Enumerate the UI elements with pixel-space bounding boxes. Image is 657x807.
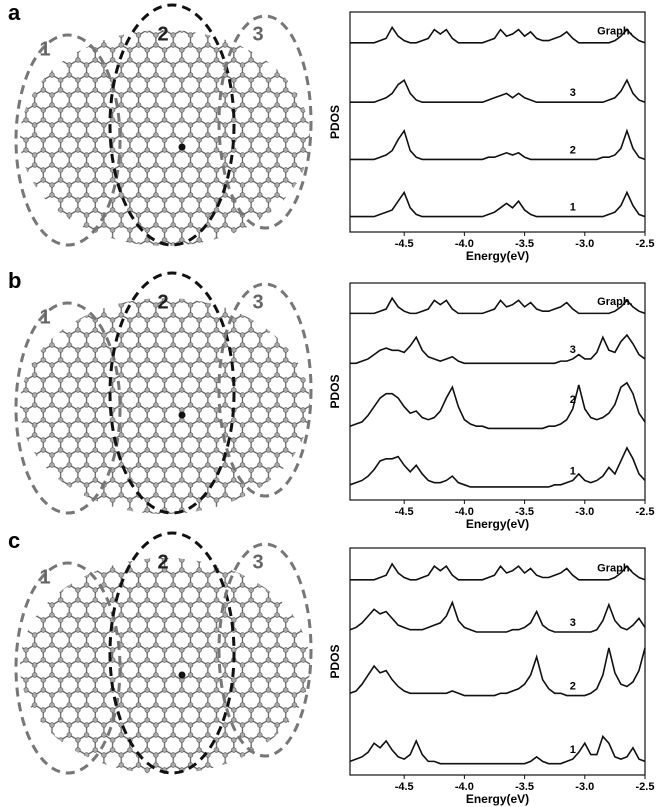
x-tick-label: -4.5	[395, 238, 414, 250]
region-label: 3	[252, 291, 263, 313]
series-label: 2	[570, 680, 576, 692]
dopant-atom	[179, 672, 186, 679]
x-tick-label: -2.5	[636, 781, 655, 793]
series-label: 1	[570, 744, 576, 756]
series-label: 3	[570, 617, 576, 629]
chart: -4.5 -4.0 -3.5 -3.0 -2.5 Energy(eV) PDOS Graph.…	[328, 283, 654, 531]
x-tick-label: -2.5	[636, 506, 655, 518]
x-tick-label: -4.0	[455, 238, 474, 250]
pdos-line	[350, 383, 645, 429]
dopant-atom	[179, 144, 186, 151]
panel-label: c	[8, 528, 20, 553]
region-label: 1	[39, 566, 50, 588]
series-label: 2	[570, 394, 576, 406]
pdos-line	[350, 736, 645, 763]
pdos-line	[350, 602, 645, 632]
pdos-line	[350, 448, 645, 487]
x-tick-label: -3.0	[575, 781, 594, 793]
lattice	[20, 558, 310, 774]
series-label: 1	[570, 465, 576, 477]
x-tick-label: -3.5	[515, 506, 534, 518]
pdos-line	[350, 648, 645, 696]
panel-label: b	[8, 268, 21, 293]
x-tick-label: -4.5	[395, 781, 414, 793]
y-axis-label: PDOS	[328, 374, 342, 408]
page: a123b123c123-4.5-4.0-3.5-3.0-2.5Energy(e…	[0, 0, 657, 807]
x-axis-label: Energy(eV)	[466, 792, 529, 806]
plot-frame	[350, 283, 645, 500]
chart: -4.5 -4.0 -3.5 -3.0 -2.5 Energy(eV) PDOS Graph.…	[328, 548, 654, 806]
series-label: Graph.	[597, 296, 632, 308]
series-label: Graph.	[597, 562, 632, 574]
plot-frame	[350, 12, 645, 232]
x-tick-label: -4.0	[455, 506, 474, 518]
x-tick-label: -3.5	[515, 238, 534, 250]
x-tick-label: -3.0	[575, 238, 594, 250]
y-axis-label: PDOS	[328, 644, 342, 678]
pdos-line	[350, 335, 645, 363]
x-tick-label: -3.0	[575, 506, 594, 518]
panel-label: a	[8, 0, 21, 25]
region-label: 1	[39, 306, 50, 328]
series-label: 1	[570, 202, 576, 214]
pdos-line	[350, 192, 645, 216]
dopant-atom	[179, 412, 186, 419]
figure: a123b123c123-4.5-4.0-3.5-3.0-2.5Energy(e…	[0, 0, 657, 807]
region-label: 1	[39, 38, 50, 60]
y-axis-label: PDOS	[328, 105, 342, 139]
region-label: 2	[157, 551, 168, 573]
pdos-line	[350, 80, 645, 102]
series-label: 3	[570, 344, 576, 356]
x-tick-label: -4.5	[395, 506, 414, 518]
region-label: 3	[252, 551, 263, 573]
x-axis-label: Energy(eV)	[466, 249, 529, 263]
x-tick-label: -3.5	[515, 781, 534, 793]
x-axis-label: Energy(eV)	[466, 517, 529, 531]
chart: -4.5 -4.0 -3.5 -3.0 -2.5 Energy(eV) PDOS Graph.…	[328, 12, 654, 263]
x-tick-label: -4.0	[455, 781, 474, 793]
lattice	[20, 298, 310, 514]
series-label: Graph.	[597, 26, 632, 38]
region-label: 3	[252, 23, 263, 45]
x-tick-label: -2.5	[636, 238, 655, 250]
region-label: 2	[157, 291, 168, 313]
pdos-line	[350, 131, 645, 160]
series-label: 3	[570, 87, 576, 99]
series-label: 2	[570, 144, 576, 156]
region-label: 2	[157, 23, 168, 45]
lattice	[20, 30, 310, 246]
